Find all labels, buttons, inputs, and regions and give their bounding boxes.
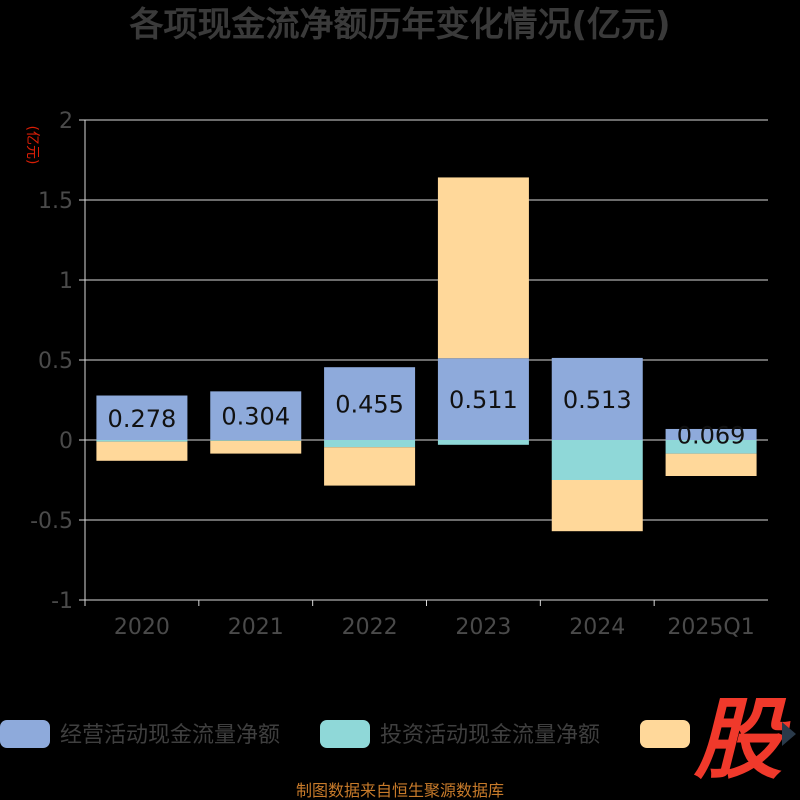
y-tick-label: 0 (59, 429, 73, 454)
y-tick-label: -1 (51, 589, 73, 614)
legend-swatch (640, 720, 690, 748)
source-note: 制图数据来自恒生聚源数据库 (296, 781, 504, 800)
legend-next-arrow-icon[interactable] (782, 722, 796, 746)
data-label: 0.278 (108, 405, 177, 433)
bar-series-0[interactable] (324, 367, 416, 440)
y-tick-label: 1.5 (38, 189, 73, 214)
bar-series-2[interactable] (96, 441, 188, 461)
data-label: 0.069 (677, 421, 746, 449)
x-tick-label: 2022 (342, 615, 398, 640)
bar-series-1[interactable] (551, 440, 643, 480)
bar-series-1[interactable] (210, 440, 302, 441)
legend-item-0[interactable]: 经营活动现金流量净额 (0, 720, 280, 748)
logo-glyph: 股 (693, 688, 791, 791)
data-label: 0.304 (221, 403, 290, 431)
bar-series-2[interactable] (551, 480, 643, 532)
data-label: 0.513 (563, 386, 632, 414)
bar-series-0[interactable] (210, 391, 302, 440)
bar-series-1[interactable] (437, 440, 529, 445)
x-tick-label: 2024 (569, 615, 625, 640)
bar-series-1[interactable] (96, 440, 188, 442)
x-ticks: 2020 2021 2022 2023 2024 2025Q1 (84, 599, 768, 640)
bars (96, 177, 757, 532)
data-label: 0.511 (449, 386, 518, 414)
x-tick-label: 2020 (114, 615, 170, 640)
legend-label: 投资活动现金流量净额 (380, 723, 600, 748)
legend[interactable]: 经营活动现金流量净额 投资活动现金流量净额 (0, 720, 690, 748)
bar-series-2[interactable] (324, 447, 416, 486)
bar-series-0[interactable] (437, 358, 529, 440)
y-axis-unit: (亿元) (24, 126, 40, 165)
y-tick-label: 0.5 (38, 349, 73, 374)
y-tick-label: 1 (59, 269, 73, 294)
bar-series-0[interactable] (96, 395, 188, 440)
x-tick-label: 2023 (455, 615, 511, 640)
legend-swatch (320, 720, 370, 748)
x-tick-label: 2025Q1 (667, 615, 754, 640)
data-label: 0.455 (335, 391, 404, 419)
y-tick-label: 2 (59, 109, 73, 134)
x-tick-label: 2021 (228, 615, 284, 640)
legend-swatch (0, 720, 50, 748)
legend-label: 经营活动现金流量净额 (60, 723, 280, 748)
chart-title: 各项现金流净额历年变化情况(亿元) (129, 5, 670, 45)
bar-series-1[interactable] (324, 440, 416, 448)
bar-series-0[interactable] (665, 428, 757, 440)
grid: 2 1.5 1 0.5 0 -0.5 -1 (30, 109, 768, 614)
bar-series-0[interactable] (551, 357, 643, 440)
data-labels: 0.278 0.304 0.455 0.511 0.513 0.069 (108, 386, 746, 450)
bar-series-1[interactable] (665, 440, 757, 454)
legend-item-1[interactable]: 投资活动现金流量净额 (320, 720, 600, 748)
legend-item-2[interactable] (640, 720, 690, 748)
logo: 股 (693, 688, 796, 791)
bar-series-2[interactable] (437, 177, 529, 359)
bar-series-2[interactable] (665, 453, 757, 476)
bar-series-2[interactable] (210, 440, 302, 454)
y-tick-label: -0.5 (30, 509, 73, 534)
